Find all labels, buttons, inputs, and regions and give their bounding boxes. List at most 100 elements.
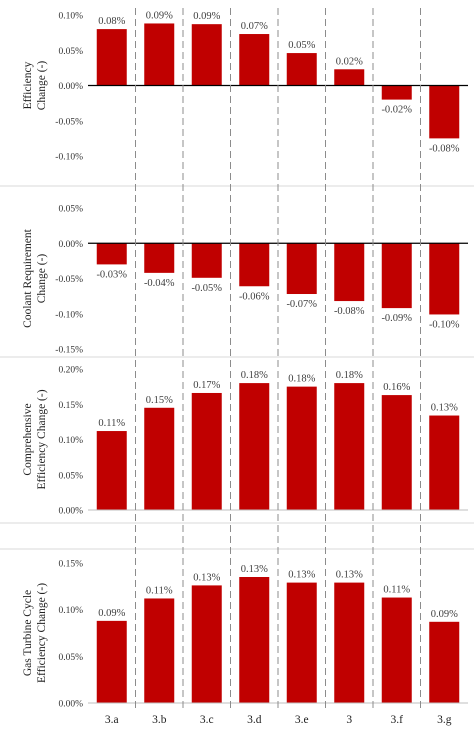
category-label: 3.a [105,714,119,726]
data-label: 0.09% [431,609,458,620]
data-label: -0.08% [429,143,460,154]
bar [96,29,127,86]
y-tick-label: -0.05% [55,117,83,127]
y-tick-label: 0.05% [58,47,83,57]
category-label: 3.g [437,714,452,726]
panel-coolant-requirement-change: 0.05% 0.00% -0.05% -0.10% -0.15% Coolant Requ… [22,205,468,356]
y-axis-title-line: Coolant Requirement [22,228,34,327]
y-tick-label: 0.00% [58,700,83,710]
y-tick-label: 0.10% [58,436,83,446]
bar [144,598,175,703]
data-label: 0.18% [241,370,268,381]
y-tick-label: 0.00% [58,82,83,92]
category-label: 3.e [295,714,309,726]
bar [381,85,412,100]
panel-gas-turbine-cycle-efficiency-change: 0.15% 0.10% 0.05% 0.00% Gas Turbine Cycle Eff… [22,560,468,726]
bar [381,395,412,510]
bar [334,243,365,302]
bar [191,24,222,86]
y-axis-title-line: Efficiency Change (-) [36,389,48,489]
bar [239,243,270,287]
bar [286,53,317,86]
data-label: -0.08% [334,306,365,317]
data-label: 0.11% [98,418,125,429]
bar [191,392,222,510]
bar [144,243,175,273]
data-label: 0.02% [336,56,363,67]
category-dividers [135,8,421,712]
category-label: 3.c [200,714,214,726]
data-label: 0.11% [383,585,410,596]
y-tick-label: -0.10% [55,310,83,320]
y-tick-label: -0.15% [55,346,83,356]
bar [239,34,270,86]
y-tick-label: 0.00% [58,240,83,250]
data-label: -0.06% [239,291,270,302]
data-label: 0.15% [146,395,173,406]
panel-separators [0,185,474,550]
data-label: 0.17% [193,380,220,391]
data-label: -0.07% [286,299,317,310]
bar [96,620,127,703]
bar [381,243,412,309]
bar [191,243,222,278]
bar [286,243,317,295]
data-label: -0.09% [381,313,412,324]
data-label: 0.05% [288,40,315,51]
data-label: -0.02% [381,105,412,116]
bar [144,23,175,86]
data-label: 0.13% [288,570,315,581]
panel-efficiency-change: 0.10% 0.05% 0.00% -0.05% -0.10% Efficiency Cha… [22,10,468,163]
y-tick-label: 0.10% [58,606,83,616]
category-label: 3.f [391,714,404,726]
y-tick-label: -0.10% [55,153,83,163]
data-label: 0.09% [98,608,125,619]
data-label: 0.13% [431,403,458,414]
data-label: -0.04% [144,278,175,289]
bar [144,407,175,510]
data-label: 0.13% [193,572,220,583]
y-tick-label: 0.20% [58,366,83,376]
bar [429,243,460,315]
y-axis-title-line: Gas Turbine Cycle [22,590,34,676]
y-axis-title-line: Comprehensive [22,403,34,475]
data-label: 0.18% [336,370,363,381]
bar [239,577,270,703]
category-label: 3.b [152,714,167,726]
y-tick-label: 0.15% [58,560,83,570]
category-label: 3.d [247,714,262,726]
data-label: 0.07% [241,21,268,32]
data-label: 0.18% [288,374,315,385]
bar [286,582,317,703]
y-axis-title: Efficiency Change (-) [22,61,48,111]
y-axis-title-line: Change (-) [36,61,48,111]
bar [239,383,270,510]
data-label: 0.16% [383,382,410,393]
y-tick-label: 0.10% [58,12,83,22]
y-tick-label: 0.05% [58,205,83,215]
bar [191,585,222,703]
y-axis-title: Coolant Requirement Change (-) [22,228,48,327]
bar [381,597,412,703]
y-tick-label: 0.15% [58,401,83,411]
bar [96,431,127,510]
data-label: 0.09% [193,11,220,22]
y-tick-label: 0.05% [58,471,83,481]
data-label: -0.05% [191,283,222,294]
data-label: -0.10% [429,319,460,330]
bar [286,386,317,510]
bar [96,243,127,265]
panel-comprehensive-efficiency-change: 0.20% 0.15% 0.10% 0.05% 0.00% Comprehensive Ef… [22,366,468,517]
data-label: 0.11% [146,585,173,596]
bar [334,69,365,86]
y-tick-label: 0.00% [58,507,83,517]
y-axis-title: Gas Turbine Cycle Efficiency Change (-) [22,583,48,683]
bar [429,415,460,510]
data-label: 0.08% [98,16,125,27]
bar [334,582,365,703]
data-label: 0.09% [146,10,173,21]
y-axis-title-line: Change (-) [36,254,48,304]
bar [429,85,460,139]
data-label: 0.13% [336,570,363,581]
